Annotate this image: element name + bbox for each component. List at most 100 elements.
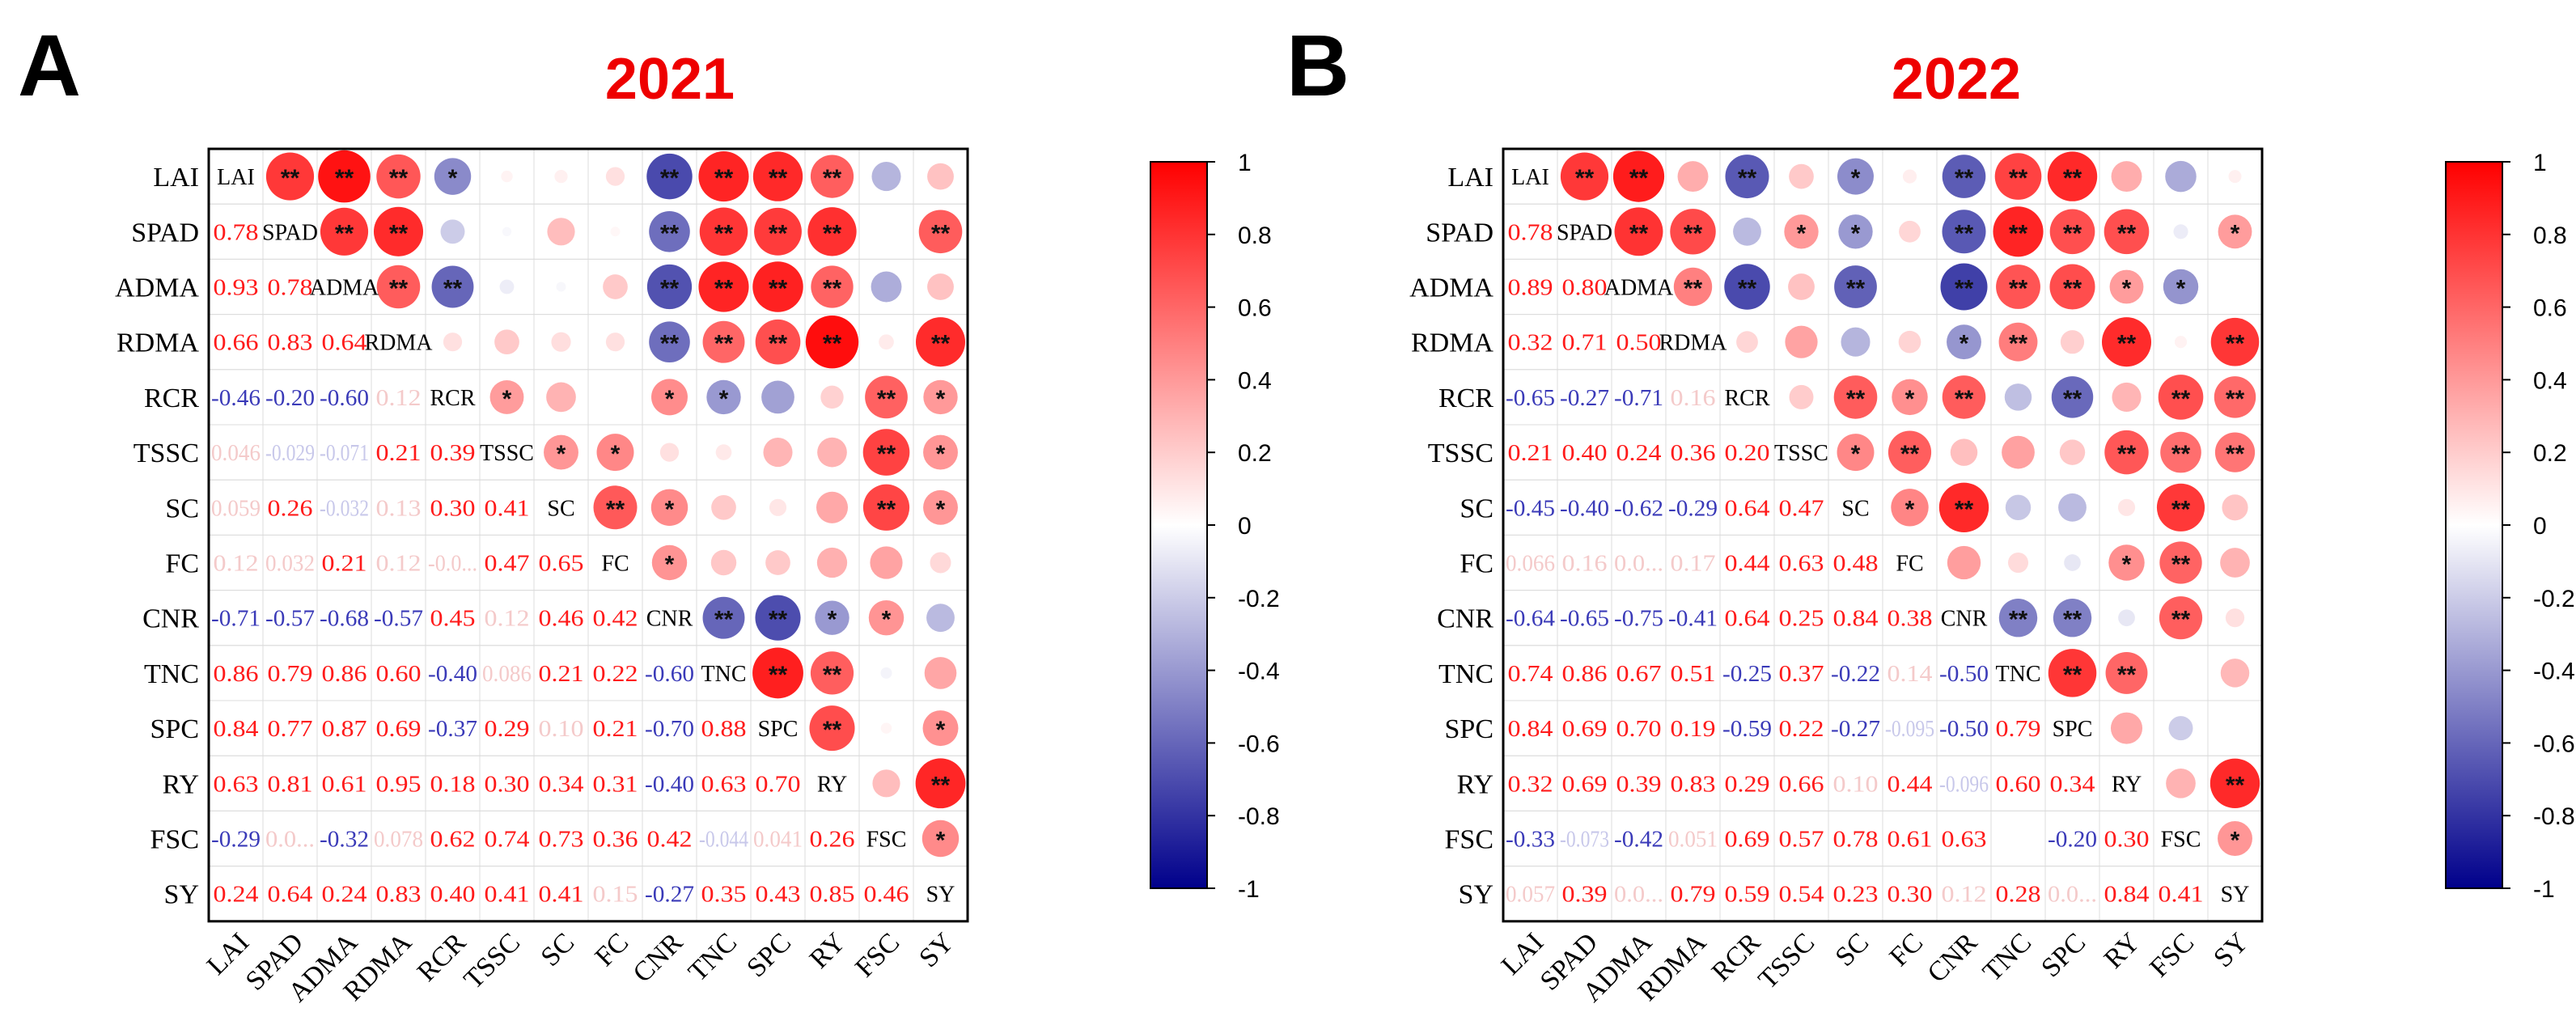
significance-mark: **: [1575, 165, 1595, 192]
significance-mark: **: [823, 220, 842, 247]
corr-circle: [1906, 283, 1913, 290]
corr-circle: [923, 379, 958, 415]
colorbar: [2445, 161, 2503, 889]
significance-mark: **: [1684, 220, 1703, 247]
corr-circle: [2159, 596, 2203, 640]
colorbar-tick-label: -0.8: [1238, 803, 1280, 830]
corr-circle: [2158, 375, 2204, 420]
corr-circle: [1942, 155, 1986, 198]
corr-circle: [754, 207, 802, 256]
corr-circle: [870, 546, 903, 579]
corr-value: -0.29: [1668, 496, 1718, 521]
corr-circle: [1891, 489, 1929, 527]
corr-value: 0.74: [1508, 662, 1553, 687]
colorbar-tick-label: -0.8: [2533, 803, 2575, 830]
grid-cell: [1990, 810, 2046, 867]
y-tick-label: RCR: [144, 383, 199, 413]
diagonal-label: SPC: [758, 717, 799, 742]
corr-value: 0.32: [1508, 772, 1553, 797]
x-tick-label: CNR: [628, 927, 689, 989]
colorbar-tick-label: 0.8: [1238, 222, 1272, 249]
corr-value: 0.62: [430, 828, 476, 853]
corr-circle: [862, 484, 910, 531]
significance-mark: **: [2063, 386, 2082, 413]
corr-circle: [596, 434, 634, 472]
diagonal-label: TSSC: [1774, 441, 1828, 466]
diagonal-label: SPAD: [1557, 220, 1612, 245]
corr-value: -0.20: [2048, 828, 2097, 853]
x-tick-label: SPC: [2036, 927, 2091, 983]
corr-value: 0.032: [265, 552, 315, 577]
corr-value: 0.83: [376, 883, 422, 908]
significance-mark: *: [557, 441, 566, 468]
corr-value: -0.40: [645, 772, 694, 797]
significance-mark: *: [665, 496, 675, 523]
corr-value: 0.42: [647, 828, 693, 853]
significance-mark: *: [2231, 220, 2240, 247]
significance-mark: **: [660, 220, 680, 247]
corr-value: 0.69: [1562, 717, 1608, 742]
corr-circle: [810, 155, 854, 198]
corr-circle: [752, 151, 803, 201]
significance-mark: **: [1684, 276, 1703, 303]
corr-circle: [811, 265, 854, 308]
significance-mark: **: [714, 276, 734, 303]
colorbar-tick-label: 0.8: [2533, 222, 2567, 249]
corr-circle: [649, 211, 690, 252]
significance-mark: *: [882, 607, 892, 633]
corr-circle: [698, 261, 749, 312]
panel-letter: A: [18, 16, 81, 114]
diagonal-label: FSC: [866, 828, 907, 853]
corr-value: 0.12: [1942, 883, 1987, 908]
corr-circle: [1560, 152, 1609, 201]
significance-mark: **: [769, 662, 788, 688]
corr-value: 0.46: [539, 607, 584, 632]
corr-circle: [1898, 330, 1921, 354]
corr-value: 0.37: [1779, 662, 1824, 687]
colorbar-tick-label: 0: [2533, 513, 2547, 540]
significance-mark: **: [1738, 276, 1757, 303]
corr-value: 0.77: [268, 717, 313, 742]
corr-circle: [320, 207, 369, 256]
diagonal-label: RY: [817, 772, 847, 797]
corr-circle: [2104, 430, 2149, 475]
corr-circle: [2112, 382, 2142, 412]
corr-circle: [1833, 375, 1878, 419]
y-tick-label: ADMA: [115, 273, 199, 303]
corr-value: 0.78: [268, 276, 313, 301]
corr-circle: [1950, 438, 1978, 466]
corr-circle: [2058, 493, 2087, 522]
significance-mark: **: [606, 496, 625, 523]
corr-circle: [1942, 210, 1986, 254]
corr-value: -0.65: [1560, 607, 1609, 632]
corr-circle: [2174, 336, 2188, 349]
corr-value: -0.62: [1614, 496, 1663, 521]
corr-circle: [2105, 651, 2148, 694]
corr-circle: [1938, 482, 1989, 533]
colorbar-tick-label: 0.6: [2533, 295, 2567, 322]
corr-value: 0.84: [214, 717, 259, 742]
corr-value: 0.12: [485, 607, 530, 632]
corr-circle: [1670, 209, 1716, 255]
significance-mark: **: [660, 165, 680, 192]
corr-circle: [610, 227, 621, 237]
corr-value: -0.071: [320, 441, 369, 466]
panel-letter: B: [1286, 16, 1349, 114]
y-tick-label: SC: [1460, 493, 1493, 523]
corr-circle: [440, 219, 465, 244]
corr-value: 0.69: [1562, 772, 1608, 797]
corr-value: 0.80: [1562, 276, 1608, 301]
corr-circle: [612, 393, 619, 400]
corr-value: 0.47: [485, 552, 530, 577]
corr-value: 0.85: [810, 883, 855, 908]
corr-circle: [2064, 554, 2081, 571]
y-tick-label: SPAD: [1426, 218, 1493, 248]
corr-circle: [2159, 541, 2202, 584]
corr-circle: [434, 158, 472, 195]
corr-circle: [376, 265, 421, 309]
corr-value: 0.29: [1725, 772, 1770, 797]
corr-circle: [763, 438, 793, 468]
diagonal-label: TNC: [1996, 662, 2041, 687]
corr-value: -0.27: [645, 883, 694, 908]
diagonal-label: RCR: [1724, 386, 1769, 411]
